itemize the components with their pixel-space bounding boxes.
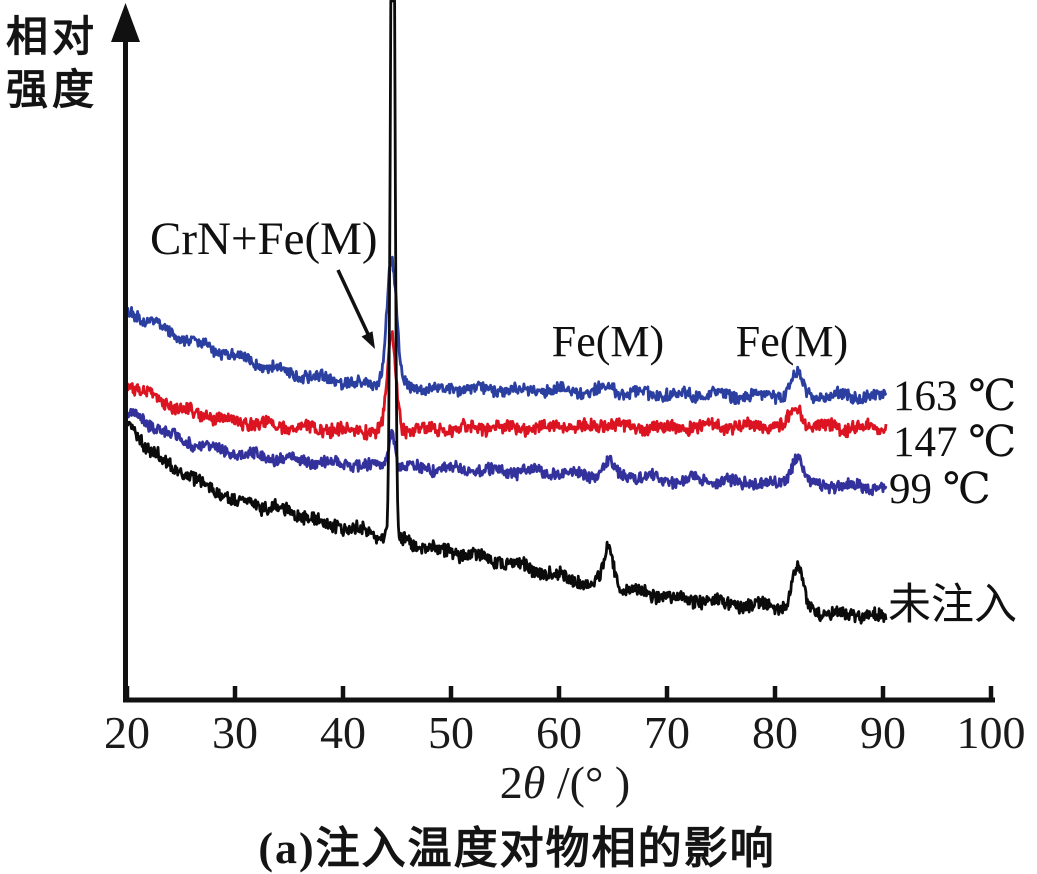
x-axis-title-number: 2 [499, 757, 523, 808]
xrd-curve-1 [125, 330, 888, 441]
x-tick-label-70: 70 [644, 707, 690, 758]
x-tick-label-90: 90 [860, 707, 906, 758]
x-tick-label-40: 40 [320, 707, 366, 758]
xrd-curves-group [125, 0, 888, 625]
series-label-3: 未注入 [888, 582, 1017, 629]
x-tick-label-20: 20 [104, 707, 150, 758]
xrd-curve-2 [125, 407, 888, 497]
phase-annotation-0: CrN+Fe(M) [150, 213, 378, 265]
y-axis-label-line1: 相对 [6, 15, 99, 61]
series-label-0: 163 ℃ [893, 373, 1017, 420]
x-tick-label-80: 80 [752, 707, 798, 758]
figure-caption: (a)注入温度对物相的影响 [258, 824, 776, 873]
y-axis-label-line2: 强度 [6, 68, 99, 114]
annotation-arrowhead-icon [361, 331, 375, 349]
x-axis-title-theta-symbol: θ [522, 757, 546, 808]
x-tick-label-60: 60 [536, 707, 582, 758]
y-axis-arrowhead-icon [111, 3, 140, 42]
x-tick-label-30: 30 [212, 707, 258, 758]
x-tick-label-50: 50 [428, 707, 474, 758]
series-label-2: 99 ℃ [889, 466, 991, 513]
xrd-curve-0 [125, 255, 888, 405]
series-label-1: 147 ℃ [893, 419, 1017, 466]
x-axis-tick-marks [124, 686, 994, 700]
annotation-arrow-shaft [336, 269, 370, 335]
y-axis-label: 相对 强度 [6, 12, 98, 118]
phase-annotation-2: Fe(M) [735, 317, 849, 366]
plot-axes [111, 3, 995, 703]
x-axis-title: 2θ /(° ) [500, 756, 630, 809]
xrd-curve-3 [126, 0, 888, 625]
x-tick-label-100: 100 [956, 707, 1026, 758]
annotation-arrow [336, 269, 375, 349]
phase-annotation-1: Fe(M) [551, 317, 665, 366]
x-axis-title-unit: /(° ) [545, 757, 631, 808]
